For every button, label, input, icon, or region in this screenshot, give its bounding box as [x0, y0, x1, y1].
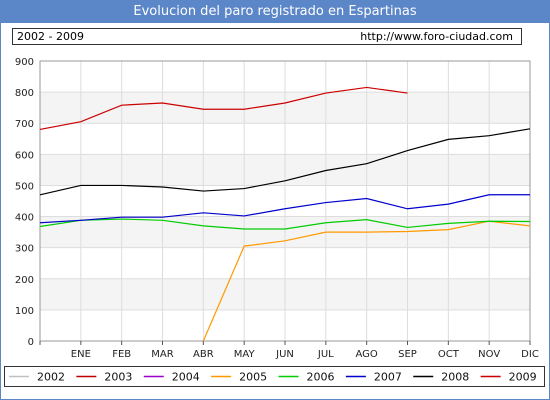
- x-tick-label: ABR: [193, 349, 214, 360]
- y-tick-label: 300: [15, 244, 34, 255]
- x-tick-label: OCT: [438, 349, 460, 360]
- y-axis: 0 100 200 300 400 500 600 700 800 900: [15, 57, 34, 348]
- legend-label-2002: 2002: [37, 371, 65, 384]
- x-tick-label: MAR: [151, 349, 173, 360]
- legend-items: 2002 2003 2004 2005 2006 2007 2008 2009: [9, 371, 537, 384]
- series-line-2005: [202, 220, 531, 342]
- y-tick-label: 100: [15, 306, 34, 317]
- legend-label-2004: 2004: [172, 371, 200, 384]
- legend-label-2008: 2008: [441, 371, 469, 384]
- legend-label-2009: 2009: [509, 371, 537, 384]
- y-tick-label: 700: [15, 119, 34, 130]
- series-line-2006: [39, 218, 531, 230]
- period-label: 2002 - 2009: [17, 30, 84, 43]
- y-tick-label: 500: [15, 181, 34, 192]
- y-tick-label: 600: [15, 150, 34, 161]
- series-lines: [39, 86, 531, 342]
- x-tick-label: NOV: [478, 349, 500, 360]
- chart-title: Evolucion del paro registrado en Esparti…: [1, 1, 549, 23]
- x-tick-label: DIC: [521, 349, 539, 360]
- series-line-2009: [39, 86, 408, 131]
- y-tick-label: 800: [15, 88, 34, 99]
- source-url: http://www.foro-ciudad.com: [360, 30, 513, 43]
- series-line-2007: [39, 194, 530, 224]
- info-bar: 2002 - 2009 http://www.foro-ciudad.com: [12, 28, 522, 45]
- legend-label-2006: 2006: [307, 371, 335, 384]
- legend: 2002 2003 2004 2005 2006 2007 2008 2009: [4, 366, 545, 387]
- x-tick-label: MAY: [234, 349, 256, 360]
- y-tick-label: 0: [28, 337, 34, 348]
- y-tick-label: 400: [15, 213, 34, 224]
- x-tick-label: AGO: [356, 349, 378, 360]
- x-tick-label: ENE: [71, 349, 91, 360]
- x-tick-label: JUN: [275, 349, 294, 360]
- x-tick-label: FEB: [112, 349, 131, 360]
- y-tick-label: 200: [15, 275, 34, 286]
- x-axis: ENE FEB MAR ABR MAY JUN JUL AGO SEP OCT NOV DIC: [39, 341, 539, 360]
- x-tick-label: SEP: [398, 349, 417, 360]
- legend-label-2005: 2005: [239, 371, 267, 384]
- series-line-2008: [39, 128, 531, 196]
- legend-label-2007: 2007: [374, 371, 402, 384]
- legend-label-2003: 2003: [104, 371, 132, 384]
- y-tick-label: 900: [15, 57, 34, 68]
- x-tick-label: JUL: [317, 349, 334, 360]
